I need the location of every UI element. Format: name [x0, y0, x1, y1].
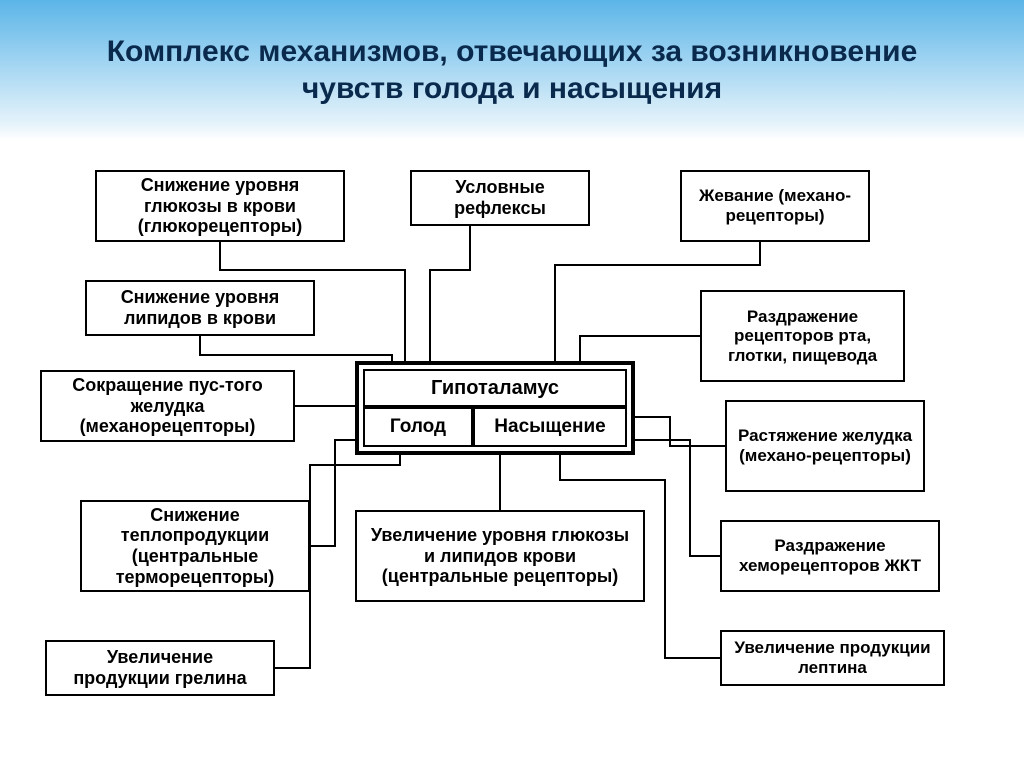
box-thermo: Снижение теплопродукции (центральные тер… [80, 500, 310, 592]
box-chemo_gi-label: Раздражение хеморецепторов ЖКТ [732, 536, 928, 575]
box-stomach_contract-label: Сокращение пус-того желудка (механорецеп… [52, 375, 283, 437]
box-glucose_dec: Снижение уровня глюкозы в крови (глюкоре… [95, 170, 345, 242]
box-chemo_gi: Раздражение хеморецепторов ЖКТ [720, 520, 940, 592]
box-glucose_lipid_inc: Увеличение уровня глюкозы и липидов кров… [355, 510, 645, 602]
slide-title: Комплекс механизмов, отвечающих за возни… [60, 33, 964, 108]
box-ghrelin-label: Увеличение продукции грелина [57, 647, 263, 688]
box-leptin-label: Увеличение продукции лептина [732, 638, 933, 677]
box-conditioned-label: Условные рефлексы [422, 177, 578, 218]
box-lipid_dec-label: Снижение уровня липидов в крови [97, 287, 303, 328]
box-thermo-label: Снижение теплопродукции (центральные тер… [92, 505, 298, 588]
box-chewing: Жевание (механо-рецепторы) [680, 170, 870, 242]
central-hypothalamus-label: Гипоталамус [431, 377, 559, 400]
edge-stomach_stretch-satiation [627, 417, 725, 446]
edge-conditioned-hunger [430, 226, 470, 369]
box-oral_receptors-label: Раздражение рецепторов рта, глотки, пище… [712, 307, 893, 366]
box-leptin: Увеличение продукции лептина [720, 630, 945, 686]
box-oral_receptors: Раздражение рецепторов рта, глотки, пище… [700, 290, 905, 382]
central-hunger-label: Голод [390, 416, 446, 438]
slide-header: Комплекс механизмов, отвечающих за возни… [0, 0, 1024, 140]
central-hunger: Голод [363, 407, 473, 447]
box-stomach_stretch: Растяжение желудка (механо-рецепторы) [725, 400, 925, 492]
box-lipid_dec: Снижение уровня липидов в крови [85, 280, 315, 336]
box-stomach_stretch-label: Растяжение желудка (механо-рецепторы) [737, 426, 913, 465]
box-glucose_dec-label: Снижение уровня глюкозы в крови (глюкоре… [107, 175, 333, 237]
box-chewing-label: Жевание (механо-рецепторы) [692, 186, 858, 225]
box-glucose_lipid_inc-label: Увеличение уровня глюкозы и липидов кров… [367, 525, 633, 587]
central-satiation-label: Насыщение [494, 416, 605, 438]
diagram-canvas: Гипоталамус Голод Насыщение Снижение уро… [0, 140, 1024, 768]
central-hypothalamus: Гипоталамус [363, 369, 627, 407]
box-stomach_contract: Сокращение пус-того желудка (механорецеп… [40, 370, 295, 442]
box-conditioned: Условные рефлексы [410, 170, 590, 226]
central-satiation: Насыщение [473, 407, 627, 447]
box-ghrelin: Увеличение продукции грелина [45, 640, 275, 696]
